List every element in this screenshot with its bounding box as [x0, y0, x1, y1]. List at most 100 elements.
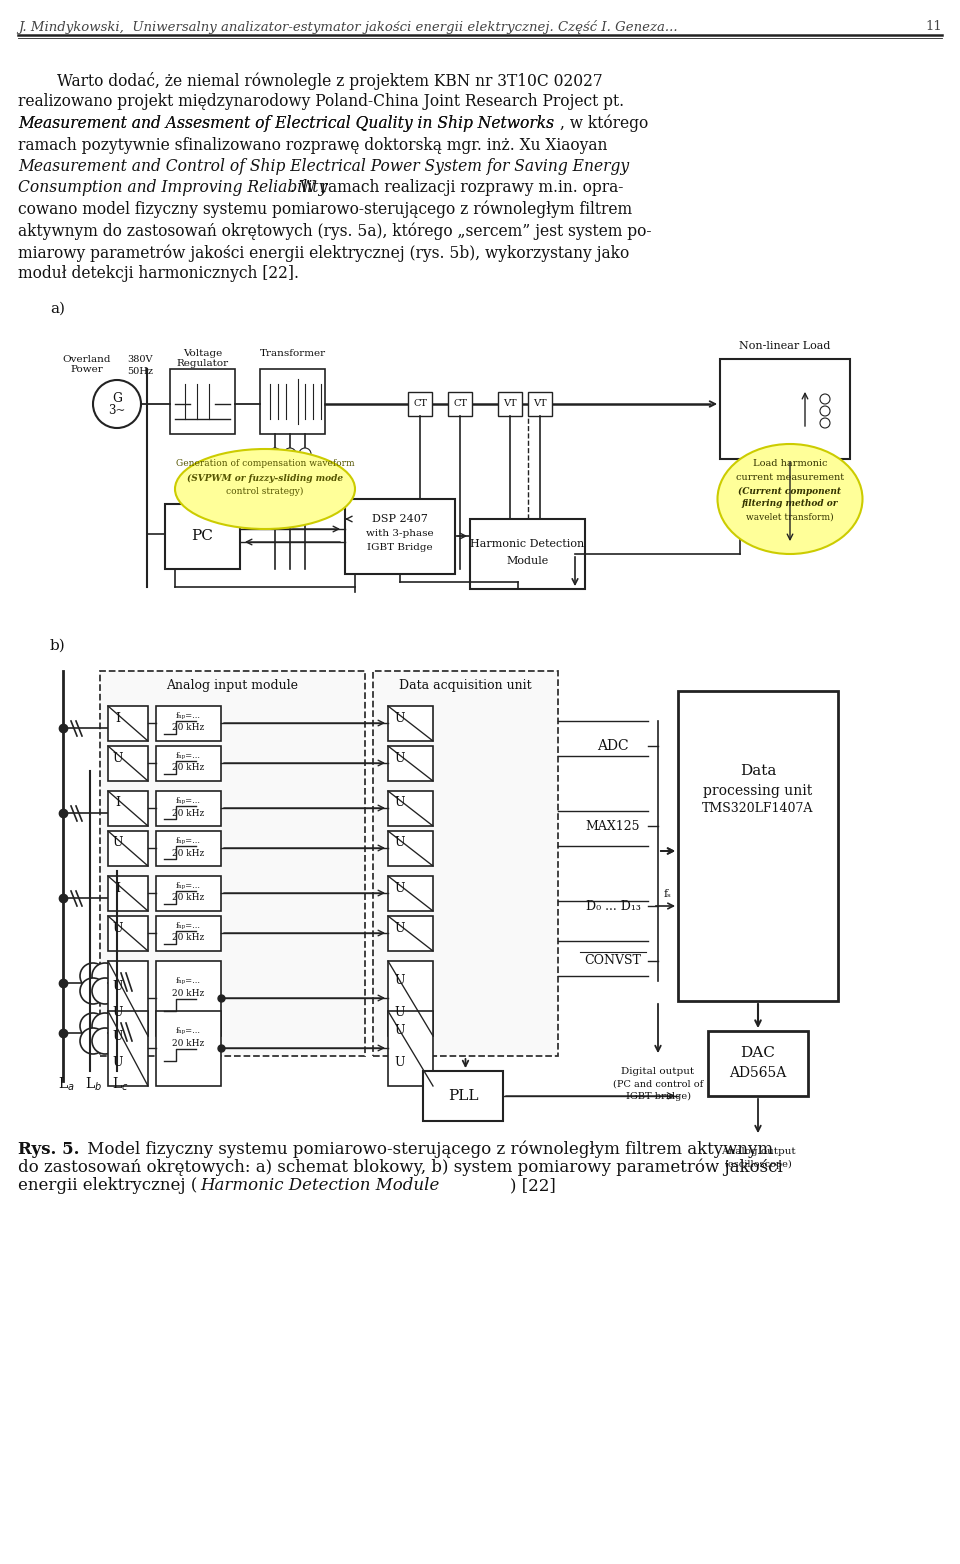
Text: (SVPWM or fuzzy-sliding mode: (SVPWM or fuzzy-sliding mode	[187, 474, 343, 483]
FancyBboxPatch shape	[498, 393, 522, 416]
Text: fₛ: fₛ	[664, 888, 672, 899]
FancyBboxPatch shape	[156, 1010, 221, 1085]
Text: Load harmonic: Load harmonic	[753, 460, 828, 469]
Text: U: U	[112, 921, 123, 935]
Circle shape	[284, 463, 296, 475]
Circle shape	[92, 1028, 118, 1054]
Text: Power: Power	[71, 364, 104, 374]
Text: , w którego: , w którego	[560, 116, 648, 133]
Text: U: U	[395, 974, 405, 987]
Text: I: I	[115, 712, 121, 724]
Text: . W ramach realizacji rozprawy m.in. opra-: . W ramach realizacji rozprawy m.in. opr…	[290, 180, 623, 197]
FancyBboxPatch shape	[388, 705, 433, 741]
Circle shape	[80, 978, 106, 1004]
Text: Module: Module	[506, 555, 548, 566]
Text: U: U	[395, 1057, 405, 1070]
Circle shape	[284, 447, 296, 460]
Text: 3~: 3~	[108, 405, 126, 418]
Circle shape	[80, 1028, 106, 1054]
Text: 20 kHz: 20 kHz	[173, 763, 204, 773]
FancyBboxPatch shape	[156, 876, 221, 910]
Text: Measurement and Control of Ship Electrical Power System for Saving Energy: Measurement and Control of Ship Electric…	[18, 158, 629, 175]
FancyBboxPatch shape	[108, 791, 148, 826]
FancyBboxPatch shape	[448, 393, 472, 416]
Text: 20 kHz: 20 kHz	[173, 809, 204, 818]
Text: Harmonic Detection Module: Harmonic Detection Module	[200, 1178, 440, 1193]
Text: TMS320LF1407A: TMS320LF1407A	[703, 802, 814, 815]
FancyBboxPatch shape	[388, 960, 433, 1035]
Text: U: U	[395, 1024, 405, 1037]
Text: VT: VT	[533, 399, 547, 408]
Text: I: I	[115, 882, 121, 895]
Text: fₙₚ=...: fₙₚ=...	[176, 923, 201, 931]
FancyBboxPatch shape	[388, 791, 433, 826]
Text: L$_c$: L$_c$	[112, 1076, 129, 1093]
Text: Non-linear Load: Non-linear Load	[739, 341, 830, 350]
Text: fₙₚ=...: fₙₚ=...	[176, 752, 201, 760]
Text: U: U	[395, 882, 405, 895]
Text: with 3-phase: with 3-phase	[366, 530, 434, 538]
FancyBboxPatch shape	[373, 671, 558, 1056]
FancyBboxPatch shape	[100, 671, 365, 1056]
Ellipse shape	[175, 449, 355, 529]
Text: fₙₚ=...: fₙₚ=...	[176, 978, 201, 985]
FancyBboxPatch shape	[165, 504, 240, 569]
Text: D₀ ... D₁₃: D₀ ... D₁₃	[586, 899, 640, 912]
Text: MAX125: MAX125	[586, 820, 640, 832]
Text: U: U	[395, 921, 405, 935]
Text: L$_a$: L$_a$	[58, 1076, 75, 1093]
Text: U: U	[112, 837, 123, 849]
Text: fₙₚ=...: fₙₚ=...	[176, 837, 201, 845]
Text: L$_b$: L$_b$	[85, 1076, 102, 1093]
FancyBboxPatch shape	[708, 1031, 808, 1096]
Text: PLL: PLL	[447, 1089, 478, 1103]
Text: U: U	[395, 751, 405, 765]
Text: Harmonic Detection: Harmonic Detection	[470, 540, 585, 549]
Text: energii elektrycznej (: energii elektrycznej (	[18, 1178, 197, 1193]
Text: IGBT bridge): IGBT bridge)	[626, 1092, 690, 1101]
Text: Warto dodać, że niemal równolegle z projektem KBN nr 3T10C 02027: Warto dodać, że niemal równolegle z proj…	[18, 72, 603, 91]
Text: U: U	[395, 796, 405, 810]
Text: moduł detekcji harmonicznych [22].: moduł detekcji harmonicznych [22].	[18, 266, 299, 283]
FancyBboxPatch shape	[108, 1010, 148, 1085]
Text: (Current component: (Current component	[738, 486, 842, 496]
Text: U: U	[112, 979, 123, 993]
Text: PC: PC	[192, 530, 213, 544]
Text: Analog input module: Analog input module	[166, 679, 299, 691]
FancyBboxPatch shape	[528, 393, 552, 416]
FancyBboxPatch shape	[170, 369, 235, 433]
Text: 20 kHz: 20 kHz	[173, 934, 204, 943]
Text: fₙₚ=...: fₙₚ=...	[176, 798, 201, 805]
Text: cowano model fizyczny systemu pomiarowo-sterującego z równoległym filtrem: cowano model fizyczny systemu pomiarowo-…	[18, 202, 632, 219]
Text: Analog output: Analog output	[721, 1146, 795, 1156]
Text: ) [22]: ) [22]	[510, 1178, 556, 1193]
Circle shape	[80, 1013, 106, 1038]
Circle shape	[269, 479, 281, 490]
FancyBboxPatch shape	[388, 830, 433, 866]
Text: CT: CT	[413, 399, 427, 408]
FancyBboxPatch shape	[423, 1071, 503, 1121]
Circle shape	[93, 380, 141, 429]
Text: VT: VT	[503, 399, 516, 408]
FancyBboxPatch shape	[388, 1010, 433, 1085]
Text: 20 kHz: 20 kHz	[173, 1038, 204, 1048]
Text: aktywnym do zastosowań okrętowych (rys. 5a), którego „sercem” jest system po-: aktywnym do zastosowań okrętowych (rys. …	[18, 222, 652, 239]
FancyBboxPatch shape	[108, 876, 148, 910]
Text: Overland: Overland	[62, 355, 111, 363]
Text: DSP 2407: DSP 2407	[372, 515, 428, 524]
Text: DAC: DAC	[740, 1046, 776, 1060]
Text: Data: Data	[740, 763, 777, 777]
Text: CT: CT	[453, 399, 467, 408]
Text: I: I	[115, 796, 121, 810]
Text: Voltage: Voltage	[182, 349, 222, 358]
FancyBboxPatch shape	[156, 746, 221, 780]
Text: J. Mindykowski,  Uniwersalny analizator-estymator jakości energii elektrycznej. : J. Mindykowski, Uniwersalny analizator-e…	[18, 20, 678, 34]
FancyBboxPatch shape	[156, 705, 221, 741]
Text: AD565A: AD565A	[730, 1067, 786, 1081]
Text: U: U	[395, 837, 405, 849]
Circle shape	[80, 963, 106, 988]
Text: Model fizyczny systemu pomiarowo-sterującego z równoległym filtrem aktywnym: Model fizyczny systemu pomiarowo-sterują…	[82, 1142, 773, 1159]
Text: U: U	[112, 751, 123, 765]
Circle shape	[284, 479, 296, 490]
FancyBboxPatch shape	[470, 519, 585, 590]
